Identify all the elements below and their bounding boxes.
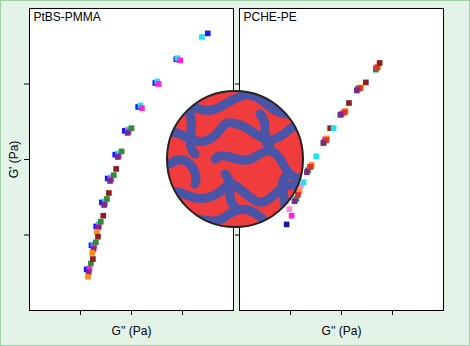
svg-text:G' (Pa): G' (Pa)	[7, 141, 21, 179]
svg-text:G'' (Pa): G'' (Pa)	[322, 324, 362, 338]
svg-text:PCHE-PE: PCHE-PE	[244, 10, 297, 24]
svg-text:G'' (Pa): G'' (Pa)	[112, 324, 152, 338]
svg-text:PtBS-PMMA: PtBS-PMMA	[34, 10, 101, 24]
